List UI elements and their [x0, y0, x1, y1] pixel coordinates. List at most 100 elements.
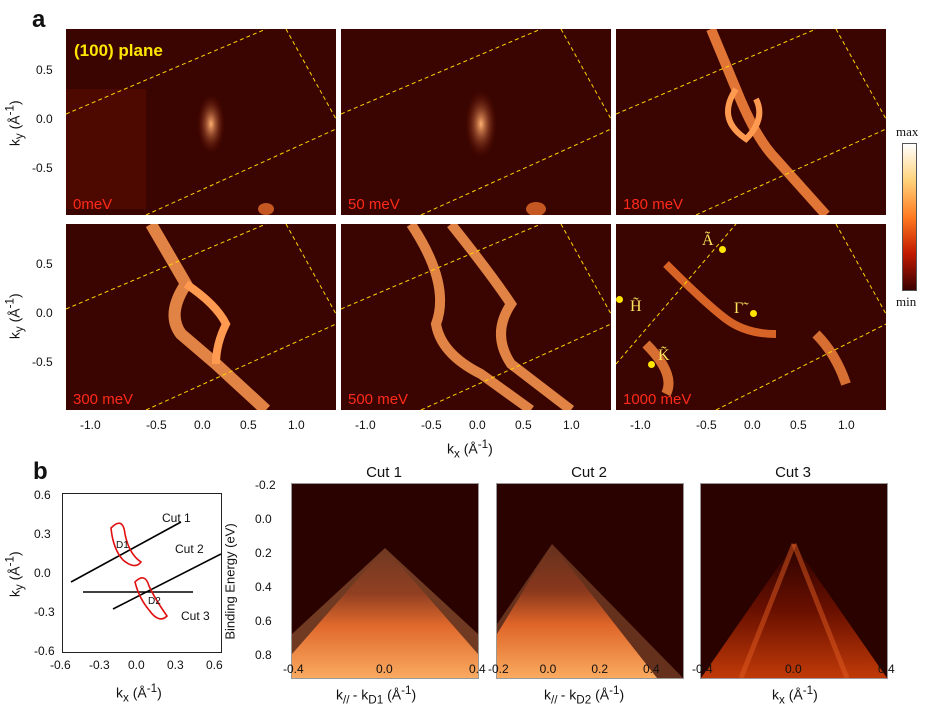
kx-tick: 0.5	[790, 418, 807, 432]
cut1-title: Cut 1	[366, 464, 402, 481]
schematic-ytick: 0.3	[34, 527, 51, 541]
schematic-ky-label: ky (Å-1)	[3, 551, 27, 598]
ky-axis-label-bottom: ky (Å-1)	[3, 293, 27, 340]
fermi-map-50meV: 50 meV	[341, 29, 611, 215]
schematic-ytick: 0.0	[34, 566, 51, 580]
cut-xtick: 0.4	[643, 662, 660, 676]
panel-a-letter: a	[32, 6, 46, 33]
ytick: 0.0	[36, 306, 53, 320]
ytick: -0.5	[32, 355, 53, 369]
schematic-d2-label: D2	[148, 596, 161, 607]
map-art	[341, 29, 611, 215]
point-Gamma-label: Γ̃	[734, 300, 744, 317]
kx-tick: 1.0	[288, 418, 305, 432]
energy-label: 500 meV	[348, 391, 409, 408]
ky-axis-label-top: ky (Å-1)	[3, 100, 27, 147]
kx-tick: 0.5	[240, 418, 257, 432]
cut-xtick: -0.2	[488, 662, 509, 676]
schematic-xtick: -0.6	[50, 658, 71, 672]
plane-label: (100) plane	[74, 41, 163, 60]
kx-tick: -0.5	[696, 418, 717, 432]
point-H-marker	[616, 296, 623, 303]
energy-label: 50 meV	[348, 196, 400, 213]
cut1-xlabel: k// - kD1 (Å-1)	[336, 684, 417, 707]
schematic-xtick: 0.3	[167, 658, 184, 672]
colorbar-max-label: max	[896, 124, 919, 139]
ytick: 0.0	[36, 112, 53, 126]
cut-xtick: 0.0	[785, 662, 802, 676]
fermi-map-300meV: 300 meV	[66, 224, 336, 410]
kx-tick: 0.0	[469, 418, 486, 432]
map-art	[66, 224, 336, 410]
cut2-xlabel: k// - kD2 (Å-1)	[544, 684, 625, 707]
kx-tick: -1.0	[80, 418, 101, 432]
map-art	[341, 224, 611, 410]
cut1-spectrum	[291, 483, 479, 679]
ytick: 0.5	[36, 257, 53, 271]
binding-energy-tick: -0.2	[255, 478, 276, 492]
cut3-spectrum	[700, 483, 888, 679]
point-K-label: K̃	[658, 347, 670, 364]
cut-art	[292, 484, 478, 678]
schematic-plot: Cut 1 Cut 2 Cut 3 D1 D2	[62, 493, 222, 653]
ytick: 0.5	[36, 63, 53, 77]
point-A-marker	[719, 246, 726, 253]
schematic-cut2-label: Cut 2	[175, 542, 204, 556]
fermi-map-500meV: 500 meV	[341, 224, 611, 410]
schematic-d1-label: D1	[116, 540, 129, 551]
energy-label: 1000 meV	[623, 391, 692, 408]
schematic-cut3-label: Cut 3	[181, 609, 210, 623]
binding-energy-tick: 0.6	[255, 614, 272, 628]
kx-tick: 1.0	[838, 418, 855, 432]
cut-xtick: -0.4	[283, 662, 304, 676]
cut-art	[701, 484, 887, 678]
panel-b-letter: b	[33, 458, 48, 485]
energy-label: 0meV	[73, 196, 113, 213]
map-art	[66, 29, 336, 215]
schematic-xtick: 0.6	[206, 658, 223, 672]
ytick: -0.5	[32, 161, 53, 175]
point-A-label: Ã	[702, 232, 714, 249]
cut3-xlabel: kx (Å-1)	[772, 684, 818, 707]
binding-energy-label: Binding Energy (eV)	[222, 523, 238, 640]
kx-tick: -1.0	[630, 418, 651, 432]
kx-tick: 0.0	[194, 418, 211, 432]
point-H-label: H̃	[630, 298, 642, 315]
colorbar-min-label: min	[896, 294, 917, 309]
cut2-spectrum	[496, 483, 684, 679]
kx-tick: -0.5	[421, 418, 442, 432]
cut3-title: Cut 3	[775, 464, 811, 481]
kx-tick: 1.0	[563, 418, 580, 432]
energy-label: 300 meV	[73, 391, 134, 408]
cut-xtick: -0.4	[692, 662, 713, 676]
cut-xtick: 0.0	[539, 662, 557, 676]
schematic-cut1-label: Cut 1	[162, 511, 191, 525]
energy-label: 180 meV	[623, 196, 684, 213]
cut-xtick: 0.0	[376, 662, 393, 676]
point-K-marker	[648, 361, 655, 368]
schematic-xtick: 0.0	[128, 658, 145, 672]
kx-tick: -1.0	[355, 418, 376, 432]
point-Gamma-marker	[750, 310, 757, 317]
map-art	[616, 224, 886, 410]
kx-axis-label: kx (Å-1)	[447, 438, 493, 461]
schematic-xtick: -0.3	[89, 658, 110, 672]
fermi-map-0meV: (100) plane 0meV	[66, 29, 336, 215]
cut-xtick: 0.4	[878, 662, 895, 676]
binding-energy-tick: 0.0	[255, 512, 272, 526]
map-art	[616, 29, 886, 215]
kx-tick: 0.5	[515, 418, 532, 432]
fermi-map-1000meV: Ã H̃ Γ̃ K̃ 1000 meV	[616, 224, 886, 410]
cut-xtick: 0.4	[469, 662, 486, 676]
kx-tick: -0.5	[146, 418, 167, 432]
fermi-map-180meV: 180 meV	[616, 29, 886, 215]
cut-art	[497, 484, 683, 678]
schematic-ytick: 0.6	[34, 488, 51, 502]
cut-xtick: 0.2	[591, 662, 609, 676]
cut2-title: Cut 2	[571, 464, 607, 481]
binding-energy-tick: 0.4	[255, 580, 272, 594]
schematic-kx-label: kx (Å-1)	[116, 682, 162, 705]
schematic-ytick: -0.6	[34, 644, 55, 658]
kx-tick: 0.0	[744, 418, 761, 432]
binding-energy-tick: 0.2	[255, 546, 272, 560]
